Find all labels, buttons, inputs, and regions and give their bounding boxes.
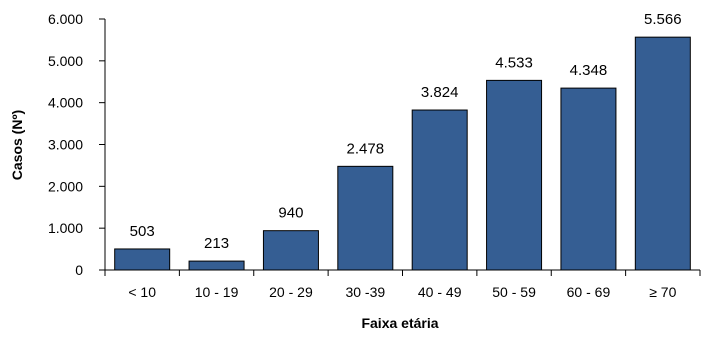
bar-value-label: 503 [130, 223, 155, 240]
y-tick-label: 1.000 [48, 220, 83, 236]
bar-value-label: 4.533 [495, 54, 533, 71]
x-tick-label: 30 -39 [345, 284, 385, 300]
bar-value-label: 3.824 [421, 84, 459, 101]
y-tick-label: 0 [75, 262, 83, 278]
bar-value-label: 4.348 [570, 62, 608, 79]
x-tick-label: < 10 [128, 284, 156, 300]
x-tick-label: 10 - 19 [195, 284, 239, 300]
x-axis-title: Faixa etária [361, 315, 438, 331]
y-axis-title: Casos (Nº) [9, 110, 25, 180]
x-tick-label: 40 - 49 [418, 284, 462, 300]
bars [114, 36, 691, 271]
y-tick-label: 2.000 [48, 178, 83, 194]
x-tick-label: 60 - 69 [567, 284, 611, 300]
bar [337, 165, 394, 271]
bar [188, 260, 245, 271]
bar [560, 87, 617, 271]
x-axis: < 10 10 - 19 20 - 29 30 -39 40 - 49 50 - 59 60… [104, 269, 701, 300]
y-tick-label: 5.000 [48, 53, 83, 69]
x-tick-label: 20 - 29 [269, 284, 313, 300]
bar-value-label: 5.566 [644, 11, 682, 28]
x-tick-label: 50 - 59 [492, 284, 536, 300]
y-tick-label: 3.000 [48, 137, 83, 153]
y-tick-label: 6.000 [48, 11, 83, 27]
bar [262, 230, 319, 271]
bar-value-label: 2.478 [347, 140, 385, 157]
bar [634, 36, 691, 271]
x-tick-label: ≥ 70 [649, 284, 676, 300]
bar-value-label: 940 [278, 205, 303, 222]
bar-value-label: 213 [204, 235, 229, 252]
value-labels: 503 213 940 2.478 3.824 4.533 4.348 5.566 [130, 11, 682, 252]
y-axis: 0 1.000 2.000 3.000 4.000 5.000 6.000 [48, 11, 106, 278]
y-tick-label: 4.000 [48, 95, 83, 111]
bar [411, 109, 468, 271]
bar [114, 248, 171, 271]
bar [486, 79, 543, 271]
